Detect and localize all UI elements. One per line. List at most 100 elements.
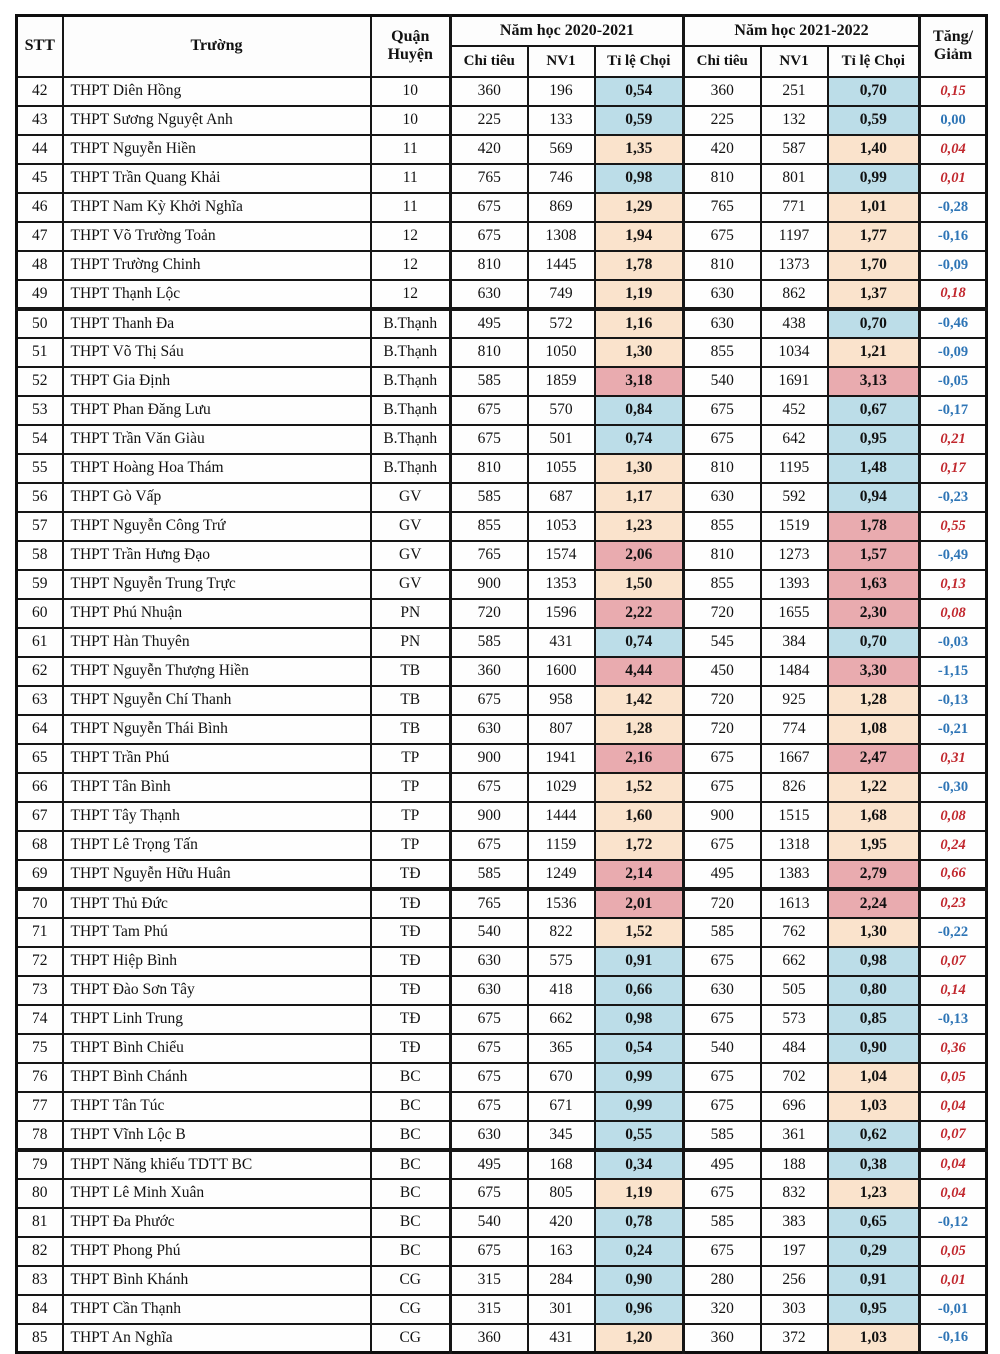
cell-district: B.Thạnh (369, 394, 452, 426)
cell-stt: 58 (15, 539, 64, 571)
cell-quota-2021: 675 (682, 1061, 762, 1093)
cell-change: 0,01 (918, 1264, 988, 1296)
cell-change: -0,28 (918, 191, 988, 223)
table-row: 75 THPT Bình Chiểu TĐ 675 365 0,54 540 484 0,90 0… (15, 1032, 988, 1064)
cell-ratio-2021: 1,03 (826, 1322, 921, 1354)
cell-district: CG (369, 1293, 452, 1325)
cell-quota-2020: 420 (449, 133, 529, 165)
table-row: 52 THPT Gia Định B.Thạnh 585 1859 3,18 540 1691… (15, 365, 988, 397)
cell-district: TP (369, 829, 452, 861)
cell-ratio-2021: 1,68 (826, 800, 921, 832)
cell-nv1-2020: 420 (526, 1206, 596, 1238)
cell-change: 0,04 (918, 1148, 988, 1180)
cell-quota-2021: 225 (682, 104, 762, 136)
cell-ratio-2021: 1,57 (826, 539, 921, 571)
cell-quota-2021: 450 (682, 655, 762, 687)
cell-stt: 52 (15, 365, 64, 397)
cell-ratio-2020: 1,23 (593, 510, 685, 542)
cell-ratio-2021: 3,30 (826, 655, 921, 687)
cell-district: 12 (369, 278, 452, 311)
cell-quota-2020: 810 (449, 452, 529, 484)
cell-stt: 67 (15, 800, 64, 832)
table-row: 79 THPT Năng khiếu TDTT BC BC 495 168 0,34 495… (15, 1148, 988, 1180)
cell-ratio-2021: 1,48 (826, 452, 921, 484)
cell-quota-2020: 630 (449, 945, 529, 977)
cell-nv1-2020: 1941 (526, 742, 596, 774)
cell-change: -0,16 (918, 1322, 988, 1354)
cell-quota-2021: 810 (682, 162, 762, 194)
cell-quota-2020: 900 (449, 568, 529, 600)
table-row: 76 THPT Bình Chánh BC 675 670 0,99 675 702 1,04 0… (15, 1061, 988, 1093)
cell-quota-2020: 765 (449, 162, 529, 194)
cell-stt: 57 (15, 510, 64, 542)
table-row: 50 THPT Thanh Đa B.Thạnh 495 572 1,16 630 438 0,… (15, 307, 988, 339)
cell-change: 0,36 (918, 1032, 988, 1064)
cell-ratio-2020: 1,30 (593, 452, 685, 484)
cell-nv1-2020: 133 (526, 104, 596, 136)
cell-stt: 73 (15, 974, 64, 1006)
cell-nv1-2021: 862 (759, 278, 829, 311)
cell-ratio-2021: 2,79 (826, 858, 921, 891)
cell-ratio-2021: 0,85 (826, 1003, 921, 1035)
cell-nv1-2021: 832 (759, 1177, 829, 1209)
cell-stt: 43 (15, 104, 64, 136)
header-year-2020-2021: Năm học 2020-2021 (448, 14, 685, 47)
cell-change: -0,49 (918, 539, 988, 571)
cell-quota-2020: 360 (449, 1322, 529, 1354)
cell-ratio-2020: 0,24 (593, 1235, 685, 1267)
cell-nv1-2021: 662 (759, 945, 829, 977)
cell-district: CG (369, 1322, 452, 1354)
table-row: 78 THPT Vĩnh Lộc B BC 630 345 0,55 585 361 0,62 0… (15, 1119, 988, 1152)
header-school: Trường (61, 14, 372, 78)
cell-ratio-2021: 2,24 (826, 887, 921, 919)
cell-ratio-2020: 0,98 (593, 162, 685, 194)
cell-school: THPT Tân Bình (61, 771, 372, 803)
cell-stt: 75 (15, 1032, 64, 1064)
cell-nv1-2020: 1445 (526, 249, 596, 281)
header-change: Tăng/ Giảm (918, 14, 988, 78)
cell-district: TP (369, 800, 452, 832)
cell-quota-2021: 585 (682, 916, 762, 948)
cell-stt: 81 (15, 1206, 64, 1238)
cell-stt: 51 (15, 336, 64, 368)
table-row: 83 THPT Bình Khánh CG 315 284 0,90 280 256 0,91 0… (15, 1264, 988, 1296)
cell-quota-2020: 225 (449, 104, 529, 136)
cell-stt: 44 (15, 133, 64, 165)
cell-ratio-2020: 0,84 (593, 394, 685, 426)
table-row: 44 THPT Nguyễn Hiền 11 420 569 1,35 420 587 1,40… (15, 133, 988, 165)
cell-ratio-2021: 1,21 (826, 336, 921, 368)
cell-ratio-2021: 0,70 (826, 307, 921, 339)
table-row: 47 THPT Võ Trường Toản 12 675 1308 1,94 675 119… (15, 220, 988, 252)
cell-nv1-2020: 749 (526, 278, 596, 311)
cell-school: THPT Trần Phú (61, 742, 372, 774)
cell-stt: 82 (15, 1235, 64, 1267)
cell-nv1-2021: 1393 (759, 568, 829, 600)
cell-ratio-2021: 0,91 (826, 1264, 921, 1296)
table-row: 71 THPT Tam Phú TĐ 540 822 1,52 585 762 1,30 -0,2… (15, 916, 988, 948)
cell-quota-2021: 675 (682, 1177, 762, 1209)
cell-nv1-2020: 575 (526, 945, 596, 977)
cell-school: THPT Võ Thị Sáu (61, 336, 372, 368)
header-district-line2: Huyện (387, 46, 433, 64)
cell-school: THPT Thanh Đa (61, 307, 372, 339)
cell-ratio-2020: 1,50 (593, 568, 685, 600)
cell-stt: 85 (15, 1322, 64, 1354)
cell-ratio-2020: 1,42 (593, 684, 685, 716)
cell-quota-2020: 585 (449, 365, 529, 397)
cell-nv1-2021: 1197 (759, 220, 829, 252)
cell-school: THPT Gia Định (61, 365, 372, 397)
cell-school: THPT Nguyễn Chí Thanh (61, 684, 372, 716)
cell-ratio-2020: 2,22 (593, 597, 685, 629)
cell-ratio-2021: 1,95 (826, 829, 921, 861)
cell-nv1-2021: 1034 (759, 336, 829, 368)
cell-ratio-2021: 1,01 (826, 191, 921, 223)
cell-ratio-2020: 0,59 (593, 104, 685, 136)
cell-quota-2021: 720 (682, 597, 762, 629)
cell-nv1-2021: 1519 (759, 510, 829, 542)
cell-stt: 60 (15, 597, 64, 629)
cell-quota-2021: 765 (682, 191, 762, 223)
cell-change: 0,05 (918, 1235, 988, 1267)
cell-quota-2020: 765 (449, 539, 529, 571)
cell-ratio-2020: 1,19 (593, 1177, 685, 1209)
